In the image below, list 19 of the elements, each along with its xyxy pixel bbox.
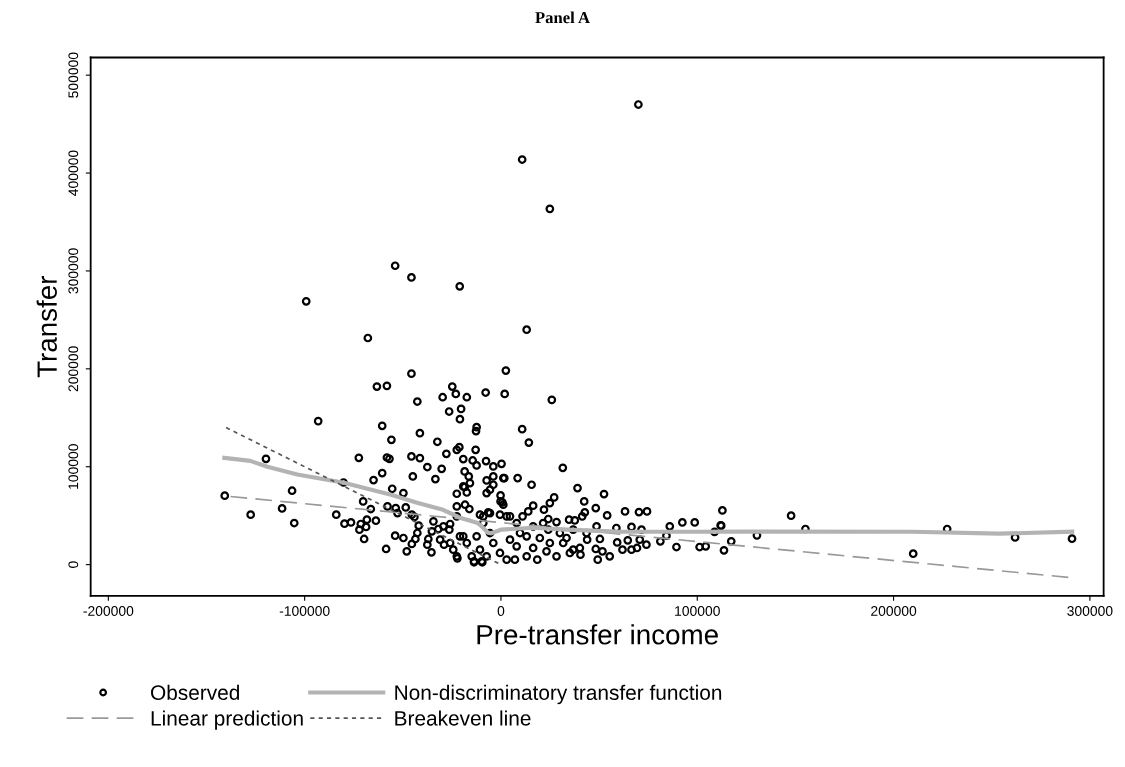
y-tick-label: 200000: [68, 346, 79, 392]
chart-title: Panel A: [535, 11, 590, 24]
x-tick-label: 100000: [675, 606, 720, 616]
x-tick-label: -100000: [279, 606, 330, 616]
legend-label: Observed: [151, 684, 239, 701]
legend-label: Non-discriminatory transfer function: [395, 684, 722, 705]
y-axis-title: Transfer: [36, 276, 57, 378]
legend-label: Breakeven line: [395, 710, 531, 726]
legend-label: Linear prediction: [151, 710, 303, 730]
y-tick-label: 100000: [68, 444, 79, 489]
y-tick-label: 300000: [68, 248, 79, 294]
y-tick-label: 0: [68, 561, 79, 568]
x-tick-label: 200000: [871, 606, 917, 616]
x-tick-label: 300000: [1067, 606, 1113, 616]
y-tick-label: 400000: [68, 150, 79, 196]
y-tick-label: 500000: [68, 52, 79, 98]
x-axis-title: Pre-transfer income: [477, 624, 718, 645]
x-tick-label: 0: [497, 606, 505, 616]
x-tick-label: -200000: [83, 606, 134, 616]
